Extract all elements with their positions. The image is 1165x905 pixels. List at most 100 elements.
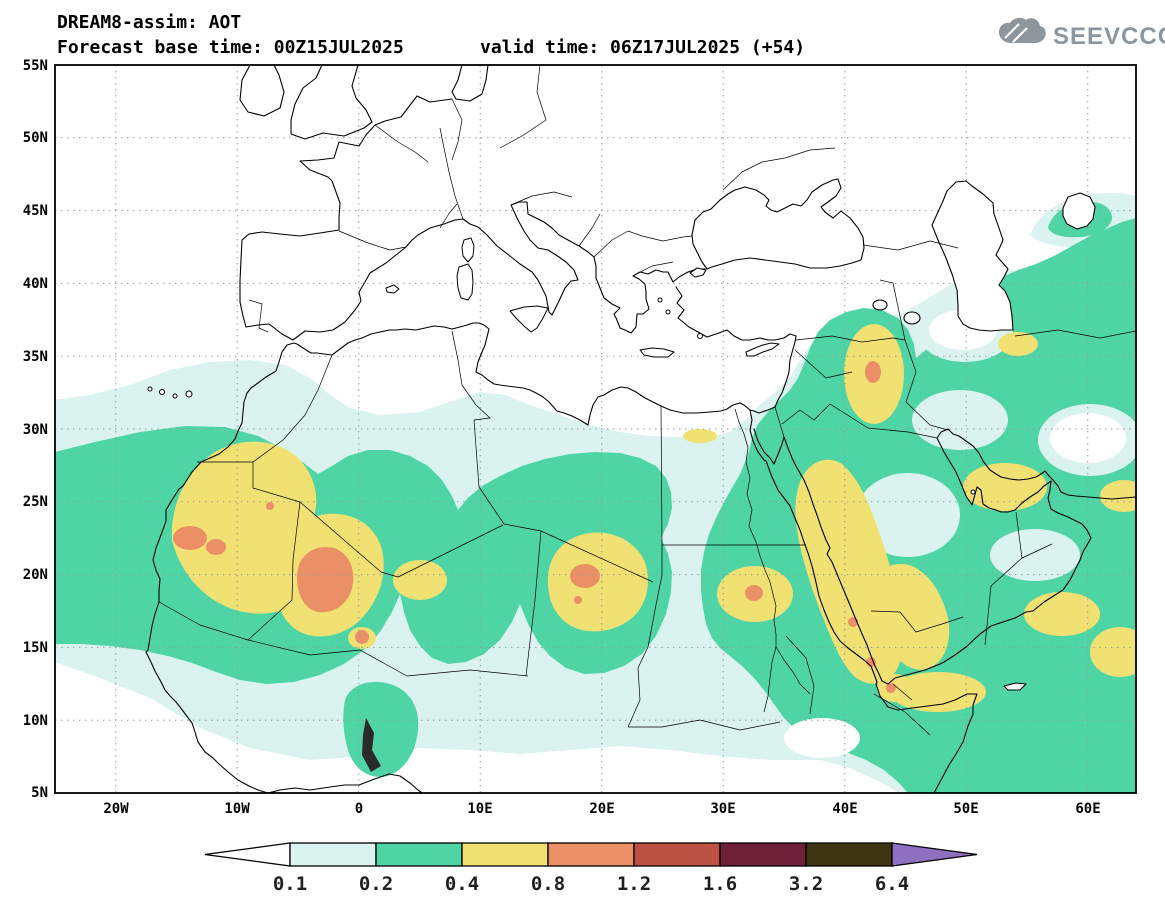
colorbar-right-arrow: [891, 842, 978, 867]
lat-label: 40N: [23, 276, 48, 292]
lat-label: 5N: [31, 785, 48, 801]
mallorca: [385, 284, 400, 294]
page-title: DREAM8-assim: AOT: [57, 12, 241, 33]
lon-label: 40E: [832, 801, 857, 817]
colorbar-label: 0.8: [531, 873, 565, 895]
lat-label: 15N: [23, 640, 48, 656]
cloud-icon: [999, 17, 1046, 43]
sicily: [509, 305, 549, 333]
lat-axis-labels: 55N 50N 45N 40N 35N 30N 25N 20N 15N 10N …: [23, 58, 48, 801]
contour-0p4-east-edge: [1090, 627, 1136, 677]
map-canvas: [55, 65, 1136, 793]
coastlines: [145, 65, 1136, 793]
canary-b: [159, 389, 165, 395]
contour-0p8-spot-a: [266, 502, 274, 510]
contour-0p8-chad-s: [574, 596, 582, 604]
lat-label: 10N: [23, 713, 48, 729]
contour-hole-oman: [990, 529, 1080, 581]
coast-arabia: [753, 428, 1136, 685]
cloud-stripes: [1004, 23, 1028, 43]
coast-ireland: [239, 65, 285, 117]
contour-0p4-horn: [890, 672, 986, 712]
colorbar-label: 3.2: [789, 873, 823, 895]
colorbar-label: 6.4: [875, 873, 909, 895]
aegean-island-a: [657, 297, 663, 303]
lon-label: 20E: [589, 801, 614, 817]
seevccc-logo: SEEVCCC: [999, 17, 1165, 50]
contour-0p4-egypt-coast: [683, 429, 717, 443]
coast-anatolia-africa: [145, 286, 797, 793]
aegean-island-b: [665, 309, 671, 315]
colorbar-label: 1.6: [703, 873, 737, 895]
islands: [147, 237, 1027, 691]
contour-0p8-iraq: [865, 361, 881, 383]
socotra: [1003, 682, 1027, 691]
contour-0p8-burkina: [355, 630, 369, 644]
lat-label: 25N: [23, 494, 48, 510]
corsica: [461, 237, 475, 263]
graticule-parallels: [55, 137, 1136, 721]
aral-sea: [1062, 192, 1096, 230]
borders-africa: [158, 330, 815, 731]
coast-jutland: [451, 65, 489, 102]
lon-label: 50E: [953, 801, 978, 817]
lat-label: 35N: [23, 349, 48, 365]
rhodes: [697, 333, 703, 339]
lake-volta: [362, 718, 381, 772]
coast-britain: [290, 65, 373, 140]
contour-hole-arabia: [856, 473, 960, 557]
lon-label: 30E: [710, 801, 735, 817]
contour-0p8-mali: [296, 546, 354, 613]
coast-europe: [239, 95, 706, 341]
colorbar-segment-0p4: [461, 842, 549, 867]
crete: [639, 347, 675, 358]
lon-label: 20W: [103, 801, 129, 817]
lon-label: 60E: [1075, 801, 1100, 817]
borders-mideast: [774, 240, 1136, 736]
lat-label: 45N: [23, 203, 48, 219]
contour-0p8-chad: [570, 564, 600, 588]
contour-0p4-secaspian: [998, 332, 1038, 356]
nile-river: [734, 408, 811, 713]
lat-label: 50N: [23, 130, 48, 146]
colorbar-segment-1p2: [633, 842, 721, 867]
colorbar-segment-3p2: [805, 842, 893, 867]
canary-a: [147, 386, 153, 392]
lon-label: 10E: [467, 801, 492, 817]
logo-text: SEEVCCC: [1053, 23, 1165, 50]
contour-0p2-small: [784, 678, 812, 702]
colorbar-label: 1.2: [617, 873, 651, 895]
aot-contour-fills: [55, 192, 1136, 793]
colorbar-segment-0p2: [375, 842, 463, 867]
graticule: [55, 65, 1136, 793]
sardinia: [456, 263, 474, 301]
lat-label: 55N: [23, 58, 48, 74]
lat-label: 30N: [23, 422, 48, 438]
canary-c: [172, 393, 178, 399]
contour-0p8-sudan: [745, 585, 763, 601]
black-sea: [691, 178, 865, 270]
coast-redsea-africa: [749, 409, 978, 793]
bahrain: [970, 489, 976, 495]
colorbar-label: 0.2: [359, 873, 393, 895]
sea-of-marmara: [689, 267, 707, 278]
contour-0p4-gulf: [963, 463, 1047, 511]
colorbar: 0.1 0.2 0.4 0.8 1.2 1.6 3.2 6.4: [204, 842, 978, 895]
country-borders: [158, 65, 1136, 736]
contour-0p8-wsahara-a: [173, 526, 207, 550]
contour-0p4-oman-coast: [1024, 592, 1100, 636]
colorbar-segment-1p6: [719, 842, 807, 867]
borders-europe: [248, 65, 836, 333]
colorbar-segment-0p8: [547, 842, 635, 867]
contour-0p4-east-mid: [1100, 480, 1136, 512]
lon-axis-labels: 20W 10W 0 10E 20E 30E 40E 50E 60E: [103, 801, 1100, 817]
lake-van: [872, 299, 888, 311]
contour-0p8-horn: [886, 683, 896, 693]
contour-0p4-redsea: [795, 459, 903, 684]
caspian-sea: [931, 180, 1014, 332]
lon-label: 0: [355, 801, 363, 817]
cyprus: [745, 342, 780, 357]
lon-label: 10W: [224, 801, 250, 817]
contour-0p4-yemen: [871, 564, 950, 670]
contour-0p2-volta: [343, 681, 419, 777]
